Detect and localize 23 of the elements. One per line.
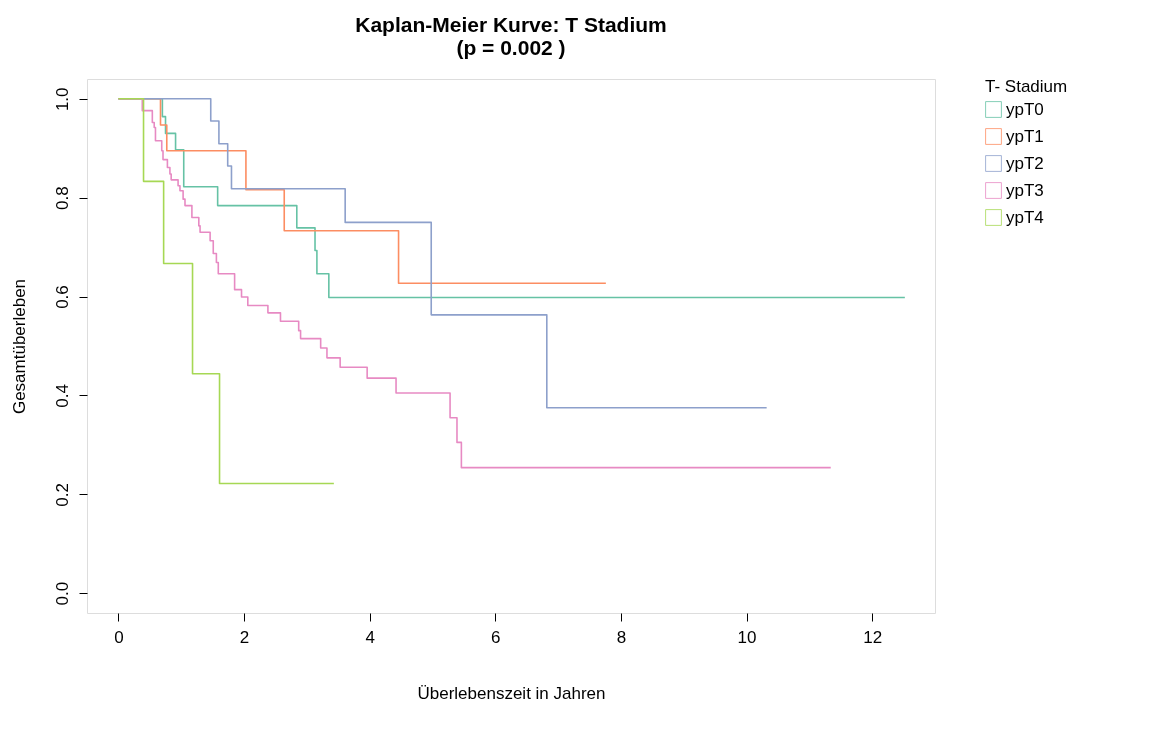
x-tick-label: 12: [863, 627, 883, 647]
legend-label: ypT0: [1006, 99, 1044, 119]
y-tick-label: 0.8: [52, 186, 72, 210]
text: Kaplan-Meier Kurve: T Stadium: [355, 13, 667, 36]
x-tick-label: 0: [114, 627, 124, 647]
text: (p = 0.002 ): [456, 36, 566, 59]
x-axis-title: Überlebenszeit in Jahren: [417, 683, 606, 703]
y-tick-label: 0.6: [52, 285, 72, 309]
x-tick-label: 6: [491, 627, 501, 647]
x-tick-label: 4: [365, 627, 375, 647]
y-tick-label: 0.0: [52, 581, 72, 606]
y-tick-label: 1.0: [52, 87, 72, 112]
legend-label: ypT4: [1006, 207, 1044, 227]
y-tick-label: 0.2: [52, 483, 72, 507]
y-tick-label: 0.4: [52, 384, 72, 408]
legend-label: ypT1: [1006, 126, 1044, 146]
legend-label: ypT3: [1006, 180, 1044, 200]
legend-title: T- Stadium: [985, 77, 1068, 96]
y-axis-title: Gesamtüberleben: [9, 278, 29, 415]
x-tick-label: 10: [737, 627, 757, 647]
x-tick-label: 8: [616, 627, 627, 647]
legend-label: ypT2: [1006, 153, 1044, 173]
x-tick-label: 2: [239, 627, 250, 647]
